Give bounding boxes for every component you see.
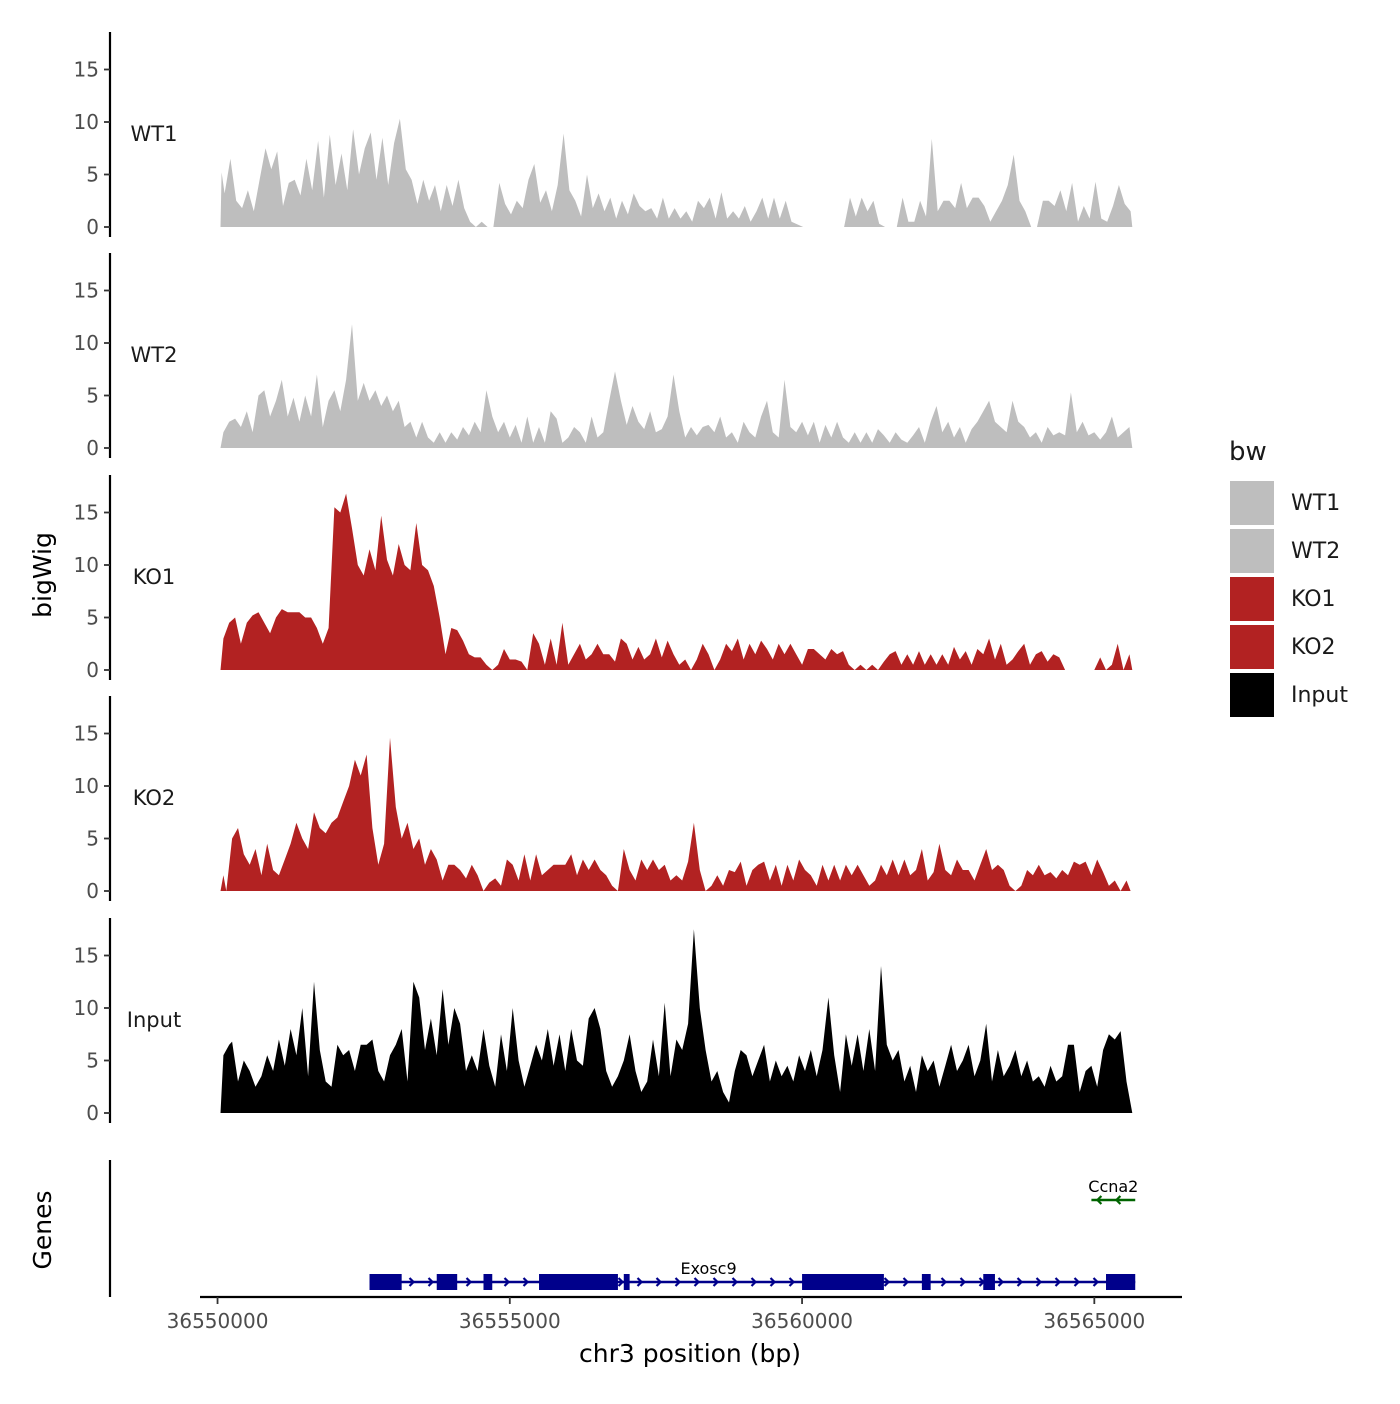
- strand-arrow: [1054, 1277, 1062, 1287]
- legend-title: bw: [1229, 437, 1267, 467]
- gene-exon: [1106, 1274, 1136, 1290]
- y-tick-label: 5: [86, 606, 99, 630]
- legend: bw WT1 WT2 KO1 KO2 Input: [1228, 437, 1348, 719]
- strand-arrow: [902, 1277, 910, 1287]
- x-tick-label: 36555000: [459, 1309, 561, 1333]
- gene-exon: [983, 1274, 995, 1290]
- track-panel-wt1: 0 5 10 15 WT1: [74, 32, 1133, 239]
- strand-arrow: [997, 1277, 1005, 1287]
- strand-arrow: [655, 1277, 663, 1287]
- y-tick-label: 15: [74, 279, 99, 303]
- y-tick-label: 15: [74, 58, 99, 82]
- y-tick-label: 0: [86, 1101, 99, 1125]
- strand-arrow: [883, 1277, 891, 1287]
- strand-arrow: [712, 1277, 720, 1287]
- strand-arrow: [788, 1277, 796, 1287]
- legend-swatch-input: [1228, 671, 1276, 719]
- x-tick-label: 36550000: [167, 1309, 269, 1333]
- y-tick-label: 10: [74, 553, 99, 577]
- signal-area-ko2: [220, 737, 1133, 891]
- legend-swatch-ko2: [1228, 623, 1276, 671]
- strand-arrow: [427, 1277, 435, 1287]
- x-axis-title: chr3 position (bp): [579, 1339, 801, 1368]
- strand-arrow: [636, 1277, 644, 1287]
- strand-arrow: [1114, 1195, 1122, 1205]
- gene-exosc9: Exosc9: [369, 1259, 1136, 1290]
- signal-area-wt2: [220, 324, 1133, 448]
- gene-ccna2: Ccna2: [1088, 1177, 1138, 1205]
- legend-swatch-wt1: [1228, 479, 1276, 527]
- strand-arrow: [503, 1277, 511, 1287]
- track-label-wt2: WT2: [131, 343, 178, 367]
- strand-arrow: [1092, 1277, 1100, 1287]
- track-panel-ko1: 0 5 10 15 KO1: [74, 475, 1133, 682]
- strand-arrow: [1035, 1277, 1043, 1287]
- strand-arrow: [940, 1277, 948, 1287]
- gene-exon: [921, 1274, 931, 1290]
- y-axis-title: bigWig: [28, 532, 57, 618]
- strand-arrow: [674, 1277, 682, 1287]
- y-tick-label: 10: [74, 774, 99, 798]
- legend-label-ko2: KO2: [1291, 635, 1336, 660]
- gene-exon: [436, 1274, 458, 1290]
- strand-arrow: [693, 1277, 701, 1287]
- y-tick-label: 10: [74, 110, 99, 134]
- y-tick-label: 0: [86, 658, 99, 682]
- signal-tracks: 0 5 10 15 WT1 0 5 10 15 WT2 0 5 10 15 KO1 0 5 10 15 KO2 0 5 10…: [74, 32, 1133, 1125]
- gene-exon: [623, 1274, 630, 1290]
- legend-label-input: Input: [1291, 683, 1348, 708]
- y-tick-label: 5: [86, 384, 99, 408]
- track-label-ko1: KO1: [133, 565, 176, 589]
- track-label-wt1: WT1: [131, 122, 178, 146]
- strand-arrow: [408, 1277, 416, 1287]
- strand-arrow: [617, 1277, 625, 1287]
- y-tick-label: 5: [86, 1049, 99, 1073]
- legend-label-wt2: WT2: [1291, 539, 1340, 564]
- strand-arrow: [769, 1277, 777, 1287]
- strand-arrow: [522, 1277, 530, 1287]
- track-label-ko2: KO2: [133, 786, 176, 810]
- gene-exon: [802, 1274, 884, 1290]
- x-tick-label: 36560000: [751, 1309, 853, 1333]
- track-panel-input: 0 5 10 15 Input: [74, 918, 1133, 1125]
- y-tick-label: 5: [86, 163, 99, 187]
- track-panel-ko2: 0 5 10 15 KO2: [74, 696, 1133, 903]
- track-label-input: Input: [127, 1008, 181, 1032]
- signal-area-input: [220, 929, 1133, 1113]
- signal-area-wt1: [220, 118, 1133, 227]
- y-tick-label: 5: [86, 827, 99, 851]
- signal-area-ko1: [220, 493, 1133, 670]
- legend-label-wt1: WT1: [1291, 491, 1340, 516]
- strand-arrow: [465, 1277, 473, 1287]
- strand-arrow: [1016, 1277, 1024, 1287]
- y-tick-label: 0: [86, 879, 99, 903]
- y-tick-label: 0: [86, 436, 99, 460]
- gene-exon: [539, 1274, 618, 1290]
- strand-arrow: [750, 1277, 758, 1287]
- y-tick-label: 0: [86, 215, 99, 239]
- y-tick-label: 10: [74, 331, 99, 355]
- strand-arrow: [1095, 1195, 1103, 1205]
- strand-arrow: [731, 1277, 739, 1287]
- genes-track: 36550000 36555000 36560000 36565000 Exosc9 Cc…: [108, 1160, 1182, 1333]
- legend-swatch-wt2: [1228, 527, 1276, 575]
- strand-arrow: [959, 1277, 967, 1287]
- y-tick-label: 10: [74, 996, 99, 1020]
- gene-exon: [483, 1274, 493, 1290]
- genes-axis-title: Genes: [28, 1190, 57, 1269]
- track-panel-wt2: 0 5 10 15 WT2: [74, 253, 1133, 460]
- y-tick-label: 15: [74, 501, 99, 525]
- legend-swatch-ko1: [1228, 575, 1276, 623]
- legend-label-ko1: KO1: [1291, 587, 1336, 612]
- strand-arrow: [1073, 1277, 1081, 1287]
- y-tick-label: 15: [74, 722, 99, 746]
- y-tick-label: 15: [74, 944, 99, 968]
- gene-label: Exosc9: [680, 1259, 736, 1278]
- x-tick-label: 36565000: [1043, 1309, 1145, 1333]
- gene-label: Ccna2: [1088, 1177, 1138, 1196]
- gene-exon: [369, 1274, 402, 1290]
